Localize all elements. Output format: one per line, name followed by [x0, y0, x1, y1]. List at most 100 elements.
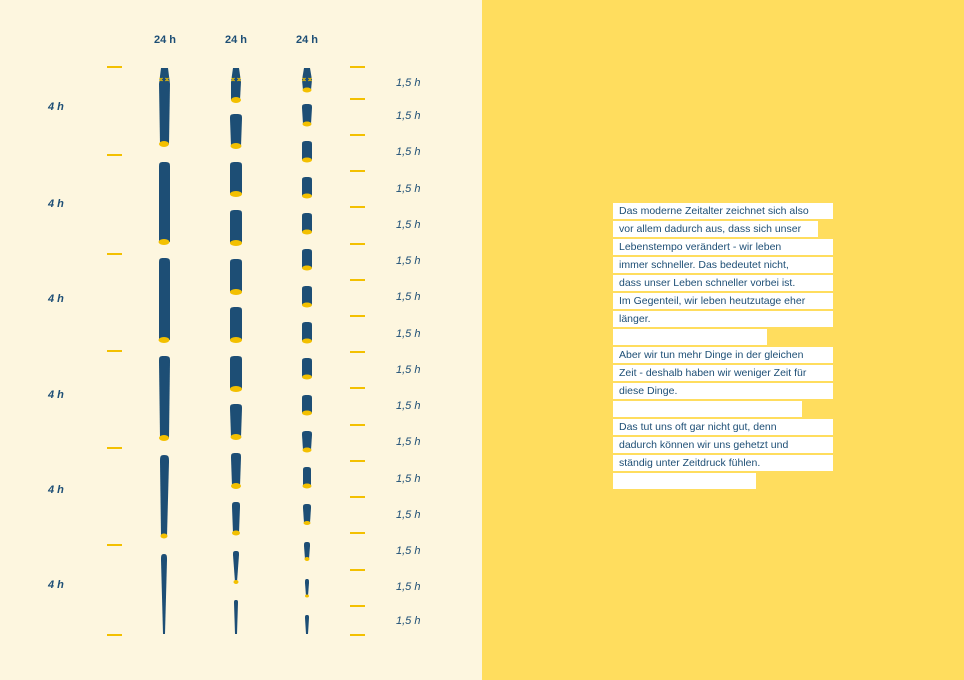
worm-segment — [231, 453, 241, 486]
worm-tail-segment — [305, 615, 309, 634]
column-header-1: 24 h — [153, 34, 176, 46]
segment-label-4h: 4 h — [48, 293, 64, 305]
segment-label-4h: 4 h — [48, 389, 64, 401]
worm-segment — [302, 177, 312, 196]
worm-segment — [302, 286, 312, 305]
segment-label-1-5h: 1,5 h — [396, 146, 421, 158]
text-line: diese Dinge. — [613, 383, 833, 399]
text-block: Das moderne Zeitalter zeichnet sich also… — [613, 203, 835, 491]
segment-label-1-5h: 1,5 h — [396, 615, 421, 627]
segment-label-1-5h: 1,5 h — [396, 110, 421, 122]
text-line: Das tut uns oft gar nicht gut, denn — [613, 419, 833, 435]
segment-label-4h: 4 h — [48, 101, 64, 113]
worm-segment — [233, 551, 239, 582]
worm-diagram — [158, 68, 312, 634]
right-tick — [350, 98, 365, 100]
right-tick — [350, 460, 365, 462]
text-line: Lebenstempo verändert - wir leben — [613, 239, 833, 255]
worm-head-segment — [302, 68, 312, 90]
worm-segment — [303, 467, 311, 486]
right-tick — [350, 206, 365, 208]
left-tick — [107, 634, 122, 636]
worm-segment — [305, 579, 309, 596]
worm-head-segment — [231, 68, 241, 100]
right-tick — [350, 387, 365, 389]
segment-label-1-5h: 1,5 h — [396, 364, 421, 376]
worm-segment — [230, 404, 242, 437]
text-line: Zeit - deshalb haben wir weniger Zeit fü… — [613, 365, 833, 381]
worm-segment — [302, 431, 312, 450]
text-line: ständig unter Zeitdruck fühlen. — [613, 455, 833, 471]
segment-label-1-5h: 1,5 h — [396, 581, 421, 593]
worm-segment — [302, 141, 312, 160]
worm-joints — [158, 87, 312, 598]
left-tick — [107, 544, 122, 546]
left-tick — [107, 154, 122, 156]
right-tick — [350, 351, 365, 353]
text-line: dass unser Leben schneller vorbei ist. — [613, 275, 833, 291]
right-tick — [350, 134, 365, 136]
column-header-2: 24 h — [224, 34, 247, 46]
column-header-3: 24 h — [295, 34, 318, 46]
right-tick — [350, 569, 365, 571]
blank-line — [613, 329, 767, 345]
worm-tail-segment — [161, 554, 167, 634]
segment-label-4h: 4 h — [48, 198, 64, 210]
text-line: Das moderne Zeitalter zeichnet sich also — [613, 203, 833, 219]
worm-segment — [159, 356, 170, 438]
right-tick — [350, 243, 365, 245]
right-tick — [350, 496, 365, 498]
segment-label-1-5h: 1,5 h — [396, 473, 421, 485]
right-tick — [350, 66, 365, 68]
text-line: Aber wir tun mehr Dinge in der gleichen — [613, 347, 833, 363]
right-tick — [350, 424, 365, 426]
text-line: immer schneller. Das bedeutet nicht, — [613, 257, 833, 273]
worm-segment — [304, 542, 310, 559]
worm-segment — [159, 258, 170, 340]
worm-column-3 — [302, 68, 312, 634]
right-tick — [350, 170, 365, 172]
segment-label-1-5h: 1,5 h — [396, 291, 421, 303]
left-tick — [107, 350, 122, 352]
worm-segment — [230, 162, 242, 194]
right-tick — [350, 532, 365, 534]
worm-segment — [302, 249, 312, 268]
worm-segment — [302, 213, 312, 232]
segment-label-1-5h: 1,5 h — [396, 255, 421, 267]
segment-label-1-5h: 1,5 h — [396, 219, 421, 231]
right-tick — [350, 315, 365, 317]
worm-column-1 — [159, 68, 170, 634]
worm-segment — [302, 358, 312, 377]
left-tick — [107, 66, 122, 68]
right-tick — [350, 634, 365, 636]
segment-label-1-5h: 1,5 h — [396, 436, 421, 448]
worm-segment — [303, 504, 311, 523]
worm-head-segment — [159, 68, 170, 144]
worm-segment — [232, 502, 240, 533]
worm-segment — [230, 114, 242, 146]
left-tick — [107, 447, 122, 449]
segment-label-4h: 4 h — [48, 484, 64, 496]
segment-label-1-5h: 1,5 h — [396, 509, 421, 521]
segment-label-1-5h: 1,5 h — [396, 183, 421, 195]
worm-segment — [302, 104, 312, 124]
blank-line — [613, 401, 802, 417]
text-line: vor allem dadurch aus, dass sich unser — [613, 221, 818, 237]
worm-segment — [160, 455, 169, 536]
worm-tail-segment — [234, 600, 238, 634]
segment-label-1-5h: 1,5 h — [396, 328, 421, 340]
segment-label-1-5h: 1,5 h — [396, 545, 421, 557]
worm-column-2 — [230, 68, 242, 634]
text-line: Im Gegenteil, wir leben heutzutage eher — [613, 293, 833, 309]
worm-segment — [302, 395, 312, 413]
worm-eyes — [159, 77, 312, 82]
worm-segment — [230, 307, 242, 340]
segment-label-1-5h: 1,5 h — [396, 77, 421, 89]
worm-segment — [159, 162, 170, 242]
worm-segment — [230, 259, 242, 292]
right-tick — [350, 605, 365, 607]
worm-segment — [230, 356, 242, 389]
segment-label-4h: 4 h — [48, 579, 64, 591]
left-tick — [107, 253, 122, 255]
blank-line — [613, 473, 756, 489]
